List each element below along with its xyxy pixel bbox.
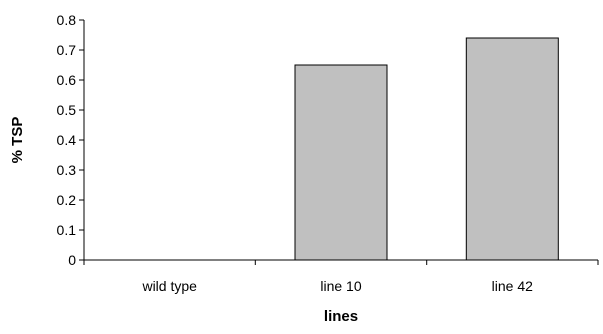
y-ticks: 0 0.1 0.2 0.3 0.4 0.5 0.6 0.7 0.8 <box>57 12 84 268</box>
x-ticks: wild type line 10 line 42 <box>83 260 599 294</box>
x-tick-label: line 10 <box>320 278 361 294</box>
y-tick-label: 0 <box>68 252 76 268</box>
x-axis-label: lines <box>324 308 358 325</box>
y-axis-label: % TSP <box>9 117 26 164</box>
y-tick-label: 0.8 <box>57 12 77 28</box>
y-tick-label: 0.2 <box>57 192 77 208</box>
y-tick-label: 0.7 <box>57 42 77 58</box>
y-tick-label: 0.6 <box>57 72 77 88</box>
y-tick-label: 0.4 <box>57 132 77 148</box>
x-tick-label: wild type <box>141 278 197 294</box>
y-tick-label: 0.5 <box>57 102 77 118</box>
bars-layer <box>294 37 559 261</box>
y-tick-label: 0.3 <box>57 162 77 178</box>
bar-2 <box>294 64 388 261</box>
y-tick-label: 0.1 <box>57 222 77 238</box>
bar-3 <box>465 37 559 261</box>
x-tick-label: line 42 <box>492 278 533 294</box>
